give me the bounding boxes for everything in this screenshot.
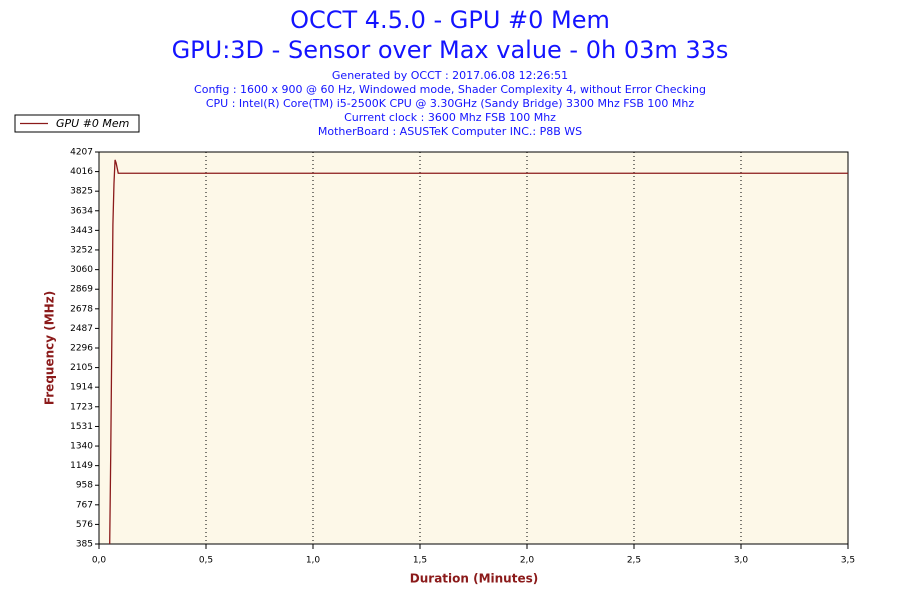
y-tick-label: 385 <box>76 540 93 550</box>
y-tick-label: 2869 <box>70 285 93 295</box>
y-axis-label: Frequency (MHz) <box>43 291 57 405</box>
x-tick-label: 0,0 <box>92 556 107 566</box>
chart-title: OCCT 4.5.0 - GPU #0 Mem <box>290 6 610 34</box>
y-tick-label: 3825 <box>70 187 93 197</box>
y-tick-label: 1149 <box>70 461 93 471</box>
info-line: Current clock : 3600 Mhz FSB 100 Mhz <box>344 111 556 124</box>
y-tick-label: 1340 <box>70 442 93 452</box>
line <box>109 159 848 545</box>
info-line: CPU : Intel(R) Core(TM) i5-2500K CPU @ 3… <box>206 97 694 110</box>
y-tick-label: 3443 <box>70 226 93 236</box>
legend-box <box>14 114 140 133</box>
x-tick-label: 3,0 <box>734 556 749 566</box>
x-tick-label: 3,5 <box>841 556 855 566</box>
x-tick-label: 2,5 <box>627 556 641 566</box>
x-tick-label: 0,5 <box>199 556 213 566</box>
y-tick-label: 576 <box>76 520 93 530</box>
y-tick-label: 1723 <box>70 402 93 412</box>
y-tick-label: 3252 <box>70 245 93 255</box>
y-tick-label: 2296 <box>70 344 93 354</box>
plot-area <box>98 151 849 545</box>
y-tick-label: 2105 <box>70 363 93 373</box>
y-tick-label: 4016 <box>70 167 93 177</box>
info-line: MotherBoard : ASUSTeK Computer INC.: P8B… <box>318 125 582 138</box>
y-tick-label: 1914 <box>70 383 93 393</box>
chart-subtitle: GPU:3D - Sensor over Max value - 0h 03m … <box>172 36 729 64</box>
y-tick-label: 2678 <box>70 304 93 314</box>
y-tick-label: 3634 <box>70 206 93 216</box>
x-axis-label: Duration (Minutes) <box>410 572 538 586</box>
legend: GPU #0 Mem <box>14 114 140 133</box>
x-tick-label: 1,0 <box>306 556 321 566</box>
x-tick-label: 1,5 <box>413 556 427 566</box>
legend-label: GPU #0 Mem <box>56 117 129 130</box>
x-tick-label: 2,0 <box>520 556 535 566</box>
y-tick-label: 1531 <box>70 422 93 432</box>
info-line: Generated by OCCT : 2017.06.08 12:26:51 <box>332 69 568 82</box>
y-tick-label: 958 <box>76 481 93 491</box>
info-line: Config : 1600 x 900 @ 60 Hz, Windowed mo… <box>194 83 706 96</box>
y-tick-label: 2487 <box>70 324 93 334</box>
y-tick-label: 4207 <box>70 148 93 158</box>
y-tick-label: 3060 <box>70 265 93 275</box>
y-tick-label: 767 <box>76 500 93 510</box>
